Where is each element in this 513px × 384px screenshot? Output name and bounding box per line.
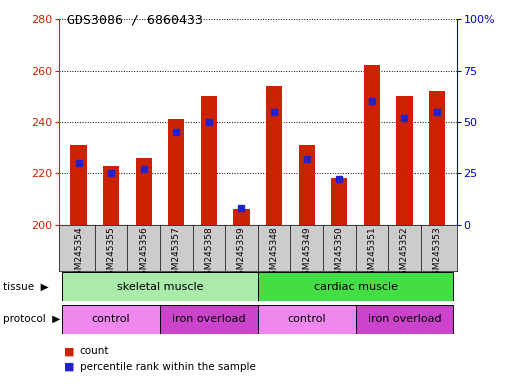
- FancyBboxPatch shape: [160, 305, 258, 334]
- Text: count: count: [80, 346, 109, 356]
- Bar: [201, 96, 217, 225]
- Bar: [396, 96, 412, 225]
- Text: GSM245356: GSM245356: [139, 227, 148, 281]
- Text: GSM245348: GSM245348: [269, 227, 279, 281]
- Text: GSM245349: GSM245349: [302, 227, 311, 281]
- Text: cardiac muscle: cardiac muscle: [313, 281, 398, 292]
- Text: GSM245353: GSM245353: [432, 227, 442, 281]
- Bar: [70, 145, 87, 225]
- Text: ■: ■: [64, 362, 74, 372]
- FancyBboxPatch shape: [62, 305, 160, 334]
- Text: control: control: [92, 314, 130, 324]
- Bar: [103, 166, 120, 225]
- Text: GSM245359: GSM245359: [237, 227, 246, 281]
- Bar: [429, 91, 445, 225]
- Text: protocol  ▶: protocol ▶: [3, 314, 60, 324]
- Text: tissue  ▶: tissue ▶: [3, 281, 48, 291]
- Bar: [331, 179, 347, 225]
- FancyBboxPatch shape: [356, 305, 453, 334]
- FancyBboxPatch shape: [62, 272, 258, 301]
- Bar: [266, 86, 282, 225]
- Text: iron overload: iron overload: [368, 314, 441, 324]
- Text: GSM245352: GSM245352: [400, 227, 409, 281]
- Text: GSM245357: GSM245357: [172, 227, 181, 281]
- Text: GDS3086 / 6860433: GDS3086 / 6860433: [67, 13, 203, 26]
- Bar: [299, 145, 315, 225]
- Bar: [168, 119, 185, 225]
- Text: ■: ■: [64, 346, 74, 356]
- Bar: [233, 209, 250, 225]
- Text: GSM245350: GSM245350: [335, 227, 344, 281]
- Text: GSM245351: GSM245351: [367, 227, 377, 281]
- Text: GSM245354: GSM245354: [74, 227, 83, 281]
- Bar: [364, 65, 380, 225]
- FancyBboxPatch shape: [258, 272, 453, 301]
- FancyBboxPatch shape: [258, 305, 356, 334]
- Text: skeletal muscle: skeletal muscle: [117, 281, 203, 292]
- Text: iron overload: iron overload: [172, 314, 246, 324]
- Text: GSM245355: GSM245355: [107, 227, 115, 281]
- Bar: [135, 158, 152, 225]
- Text: percentile rank within the sample: percentile rank within the sample: [80, 362, 255, 372]
- Text: GSM245358: GSM245358: [204, 227, 213, 281]
- Text: control: control: [287, 314, 326, 324]
